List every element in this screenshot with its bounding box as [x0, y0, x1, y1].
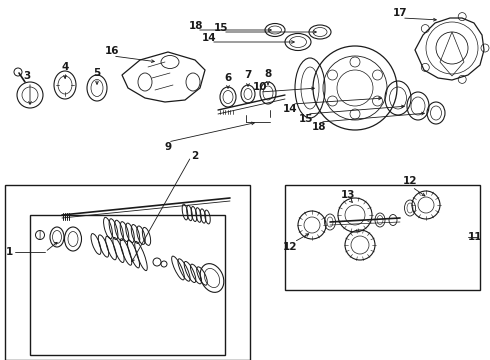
Text: 3: 3	[24, 71, 31, 81]
Text: 4: 4	[61, 62, 69, 72]
Text: 17: 17	[392, 8, 407, 18]
Text: 16: 16	[105, 46, 119, 56]
Text: 14: 14	[202, 33, 216, 43]
Text: 12: 12	[283, 242, 297, 252]
Text: 1: 1	[5, 247, 13, 257]
Bar	[285, 185, 480, 290]
Text: J: J	[39, 230, 41, 239]
Bar	[5, 185, 250, 360]
Text: 10: 10	[253, 82, 267, 92]
Text: 6: 6	[224, 73, 232, 83]
Text: 13: 13	[341, 190, 355, 200]
Text: 2: 2	[192, 151, 198, 161]
Text: 15: 15	[214, 23, 228, 33]
Text: 11: 11	[468, 232, 482, 242]
Text: 7: 7	[245, 70, 252, 80]
Text: 12: 12	[403, 176, 417, 186]
Bar	[30, 215, 225, 355]
Text: 5: 5	[94, 68, 100, 78]
Text: 8: 8	[265, 69, 271, 79]
Text: 15: 15	[299, 114, 313, 124]
Text: 9: 9	[165, 142, 172, 152]
Text: 18: 18	[189, 21, 203, 31]
Text: 18: 18	[312, 122, 326, 132]
Text: 14: 14	[283, 104, 297, 114]
